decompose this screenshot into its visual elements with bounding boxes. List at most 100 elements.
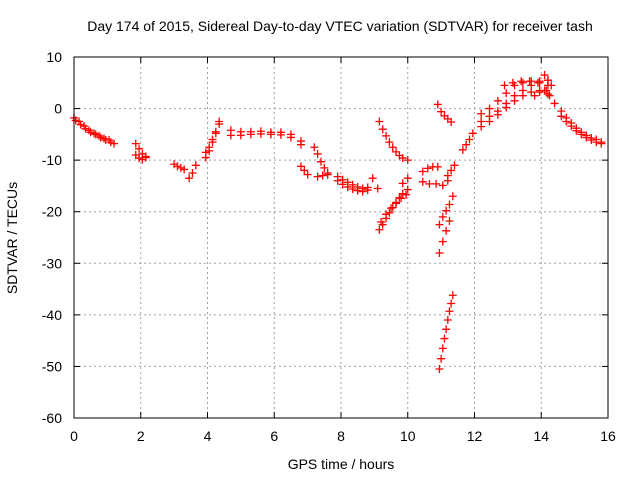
- data-point: [518, 91, 527, 100]
- data-point: [545, 91, 554, 100]
- data-point: [180, 165, 189, 174]
- data-point: [500, 81, 509, 90]
- data-point: [540, 71, 549, 80]
- data-point: [582, 133, 591, 142]
- data-point: [106, 138, 115, 147]
- data-point: [445, 200, 454, 209]
- data-point: [477, 109, 486, 118]
- data-point: [185, 174, 194, 183]
- data-point: [437, 107, 446, 116]
- data-point: [562, 117, 571, 126]
- data-point: [577, 130, 586, 139]
- data-point: [246, 127, 255, 136]
- data-point: [323, 169, 332, 178]
- data-point: [468, 129, 477, 138]
- data-point: [90, 129, 99, 138]
- data-point: [313, 149, 322, 158]
- data-point: [110, 139, 119, 148]
- data-point: [550, 99, 559, 108]
- series-seg22: [418, 176, 452, 190]
- series-seg21: [418, 162, 442, 176]
- data-point: [226, 126, 235, 135]
- data-point: [141, 152, 150, 161]
- data-point: [440, 334, 449, 343]
- x-tick-label: 10: [400, 428, 416, 444]
- data-point: [510, 96, 519, 105]
- data-point: [135, 154, 144, 163]
- data-point: [368, 174, 377, 183]
- data-point: [435, 220, 444, 229]
- data-point: [387, 204, 396, 213]
- x-tick-label: 6: [270, 428, 278, 444]
- data-point: [443, 171, 452, 180]
- data-point: [592, 138, 601, 147]
- data-point: [433, 162, 442, 171]
- data-point: [211, 129, 220, 138]
- data-point: [543, 90, 552, 99]
- y-tick-label: -10: [42, 152, 62, 168]
- data-point: [215, 120, 224, 129]
- data-point: [135, 144, 144, 153]
- data-point: [447, 166, 456, 175]
- data-point: [378, 125, 387, 134]
- data-point: [557, 112, 566, 121]
- data-point: [438, 344, 447, 353]
- data-point: [348, 185, 357, 194]
- data-point: [81, 124, 90, 133]
- data-point: [385, 208, 394, 217]
- data-point: [462, 140, 471, 149]
- data-point: [76, 120, 85, 129]
- data-point: [572, 126, 581, 135]
- data-point: [465, 135, 474, 144]
- data-point: [316, 157, 325, 166]
- data-point: [191, 161, 200, 170]
- data-point: [173, 162, 182, 171]
- data-point: [363, 186, 372, 195]
- chart-title: Day 174 of 2015, Sidereal Day-to-day VTE…: [87, 18, 593, 34]
- data-point: [437, 354, 446, 363]
- data-point: [201, 153, 210, 162]
- data-point: [398, 189, 407, 198]
- data-point: [517, 77, 526, 86]
- data-point: [333, 176, 342, 185]
- data-point: [101, 136, 110, 145]
- data-point: [442, 226, 451, 235]
- y-tick-label: -60: [42, 410, 62, 426]
- data-point: [131, 139, 140, 148]
- data-point: [313, 172, 322, 181]
- data-point: [535, 77, 544, 86]
- series-seg6: [185, 161, 200, 183]
- x-tick-label: 8: [337, 428, 345, 444]
- series-seg8: [201, 120, 224, 162]
- data-point: [525, 77, 534, 86]
- series-seg16: [368, 174, 382, 193]
- data-point: [208, 138, 217, 147]
- data-point: [286, 130, 295, 139]
- data-point: [432, 179, 441, 188]
- x-tick-label: 16: [600, 428, 616, 444]
- data-points-layer: [70, 71, 606, 374]
- x-tick-label: 2: [137, 428, 145, 444]
- data-point: [398, 154, 407, 163]
- data-point: [388, 143, 397, 152]
- data-point: [256, 127, 265, 136]
- data-point: [518, 78, 527, 87]
- y-tick-label: 0: [54, 101, 62, 117]
- data-point: [443, 316, 452, 325]
- series-seg23: [443, 161, 459, 180]
- series-seg10: [226, 126, 305, 146]
- x-tick-label: 4: [204, 428, 212, 444]
- series-seg35: [557, 107, 606, 147]
- y-tick-label: 10: [46, 49, 62, 65]
- data-point: [435, 248, 444, 257]
- data-point: [527, 88, 536, 97]
- data-point: [91, 130, 100, 139]
- data-point: [318, 171, 327, 180]
- data-point: [338, 180, 347, 189]
- data-point: [382, 210, 391, 219]
- y-tick-label: -20: [42, 204, 62, 220]
- data-point: [425, 179, 434, 188]
- series-seg2: [71, 116, 115, 147]
- y-tick-label: -50: [42, 358, 62, 374]
